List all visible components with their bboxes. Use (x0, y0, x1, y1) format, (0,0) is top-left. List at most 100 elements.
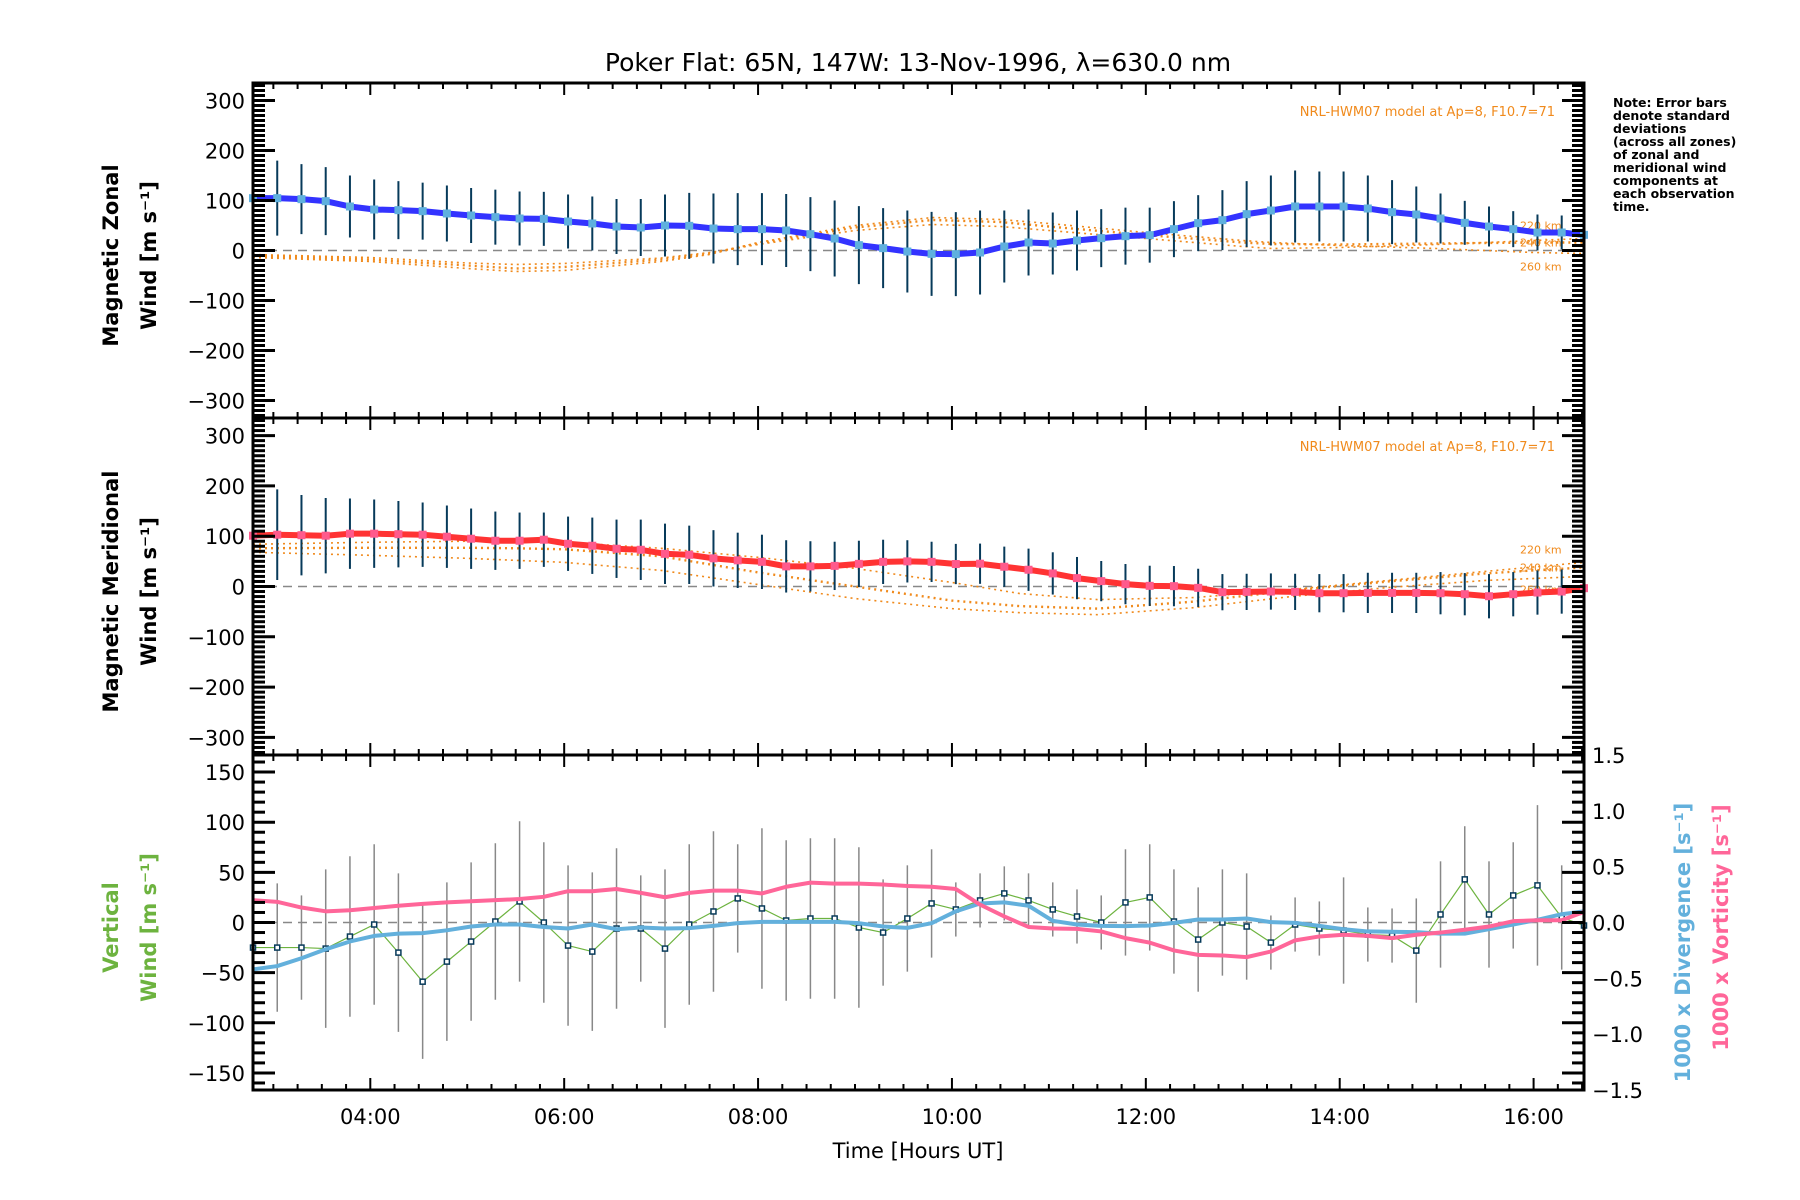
data-point (1243, 923, 1250, 930)
y-tick-label: 300 (205, 425, 245, 449)
y-tick-label: −50 (201, 962, 245, 986)
y-tick-label: −200 (187, 340, 245, 364)
data-point (951, 250, 960, 259)
y-tick-label: 300 (205, 90, 245, 114)
y-tick-label: 50 (218, 861, 245, 885)
data-point (1557, 228, 1566, 237)
data-point (345, 529, 354, 538)
y-tick-label: 200 (205, 140, 245, 164)
data-point (1049, 906, 1057, 913)
y2-tick-label: 0.0 (1592, 912, 1625, 936)
data-point (1242, 210, 1251, 219)
data-point (757, 557, 766, 566)
y-tick-label: 100 (205, 811, 245, 835)
data-point (854, 241, 863, 250)
data-point (346, 933, 354, 940)
data-point (443, 958, 451, 965)
data-point (1533, 588, 1542, 597)
data-point (467, 534, 476, 543)
data-point (709, 224, 718, 233)
data-point (830, 234, 839, 243)
y2-tick-label: 1.0 (1592, 800, 1625, 824)
data-point (1001, 890, 1008, 897)
data-point (1169, 225, 1178, 234)
y2-tick-label: 0.5 (1592, 856, 1625, 880)
data-point (1024, 238, 1033, 247)
data-point (1436, 214, 1445, 223)
y-tick-label: −100 (187, 1012, 245, 1036)
data-point (1412, 210, 1421, 219)
data-point (1072, 574, 1081, 583)
data-point (442, 532, 451, 541)
data-point (1363, 588, 1372, 597)
y-axis-label: Vertical (99, 882, 123, 973)
data-point (1534, 882, 1541, 889)
data-point (1218, 216, 1227, 225)
data-point (1097, 234, 1106, 243)
data-point (564, 217, 573, 226)
note-line: deviations (1613, 121, 1686, 136)
data-point (1000, 562, 1009, 571)
y2-tick-label: −1.0 (1592, 1023, 1643, 1047)
data-point (1388, 588, 1397, 597)
data-point (879, 244, 888, 253)
data-point (685, 221, 694, 230)
data-point (1024, 565, 1033, 574)
data-point (589, 948, 596, 955)
data-point (394, 530, 403, 539)
x-tick-label: 08:00 (728, 1105, 789, 1129)
data-point (806, 562, 815, 571)
data-point (1097, 577, 1106, 586)
data-point (927, 249, 936, 258)
data-point (1048, 569, 1057, 578)
data-point (491, 213, 500, 222)
x-axis-label: Time [Hours UT] (832, 1139, 1004, 1163)
data-point (1460, 218, 1469, 227)
panel-vertical: 150 100 50 0 −50 −100 −150 1.5 1.0 0.5 0.0 −0.5 −1.0… (99, 744, 1733, 1103)
data-point (1315, 202, 1324, 211)
data-point (395, 949, 402, 956)
note-line: Note: Error bars (1613, 95, 1727, 110)
data-point (660, 549, 669, 558)
data-point (467, 211, 476, 220)
data-point (734, 895, 741, 902)
data-point (1339, 589, 1348, 598)
data-point (1266, 587, 1275, 596)
data-point (1509, 892, 1517, 899)
data-point (612, 222, 621, 231)
data-point (782, 562, 791, 571)
vorticity-axis-label: 1000 x Vorticity [s⁻¹] (1709, 804, 1733, 1050)
y-axis-label: Wind [m s⁻¹] (137, 517, 161, 666)
data-point (370, 205, 379, 214)
note-line: (across all zones) (1613, 134, 1736, 149)
data-point (1557, 587, 1566, 596)
data-point (1267, 939, 1275, 946)
data-point (273, 944, 281, 951)
data-point (467, 938, 475, 945)
series-line-1000-x-vorticity (252, 880, 1585, 960)
data-point (636, 223, 645, 232)
data-point (1194, 936, 1202, 943)
series-line-magnetic-zonal-wind (253, 195, 1585, 258)
y-tick-label: 0 (232, 240, 245, 264)
data-point (321, 531, 330, 540)
data-point (1072, 236, 1081, 245)
data-point (1122, 899, 1129, 906)
data-point (588, 219, 597, 228)
data-point (733, 225, 742, 234)
data-point (710, 908, 717, 915)
data-point (1145, 581, 1154, 590)
note-line: components at (1613, 173, 1718, 188)
data-point (1291, 202, 1300, 211)
x-tick-label: 12:00 (1116, 1105, 1177, 1129)
hwm07-model-240-km (252, 218, 1584, 270)
data-point (273, 530, 282, 539)
data-point (782, 226, 791, 235)
y-axis-label: Magnetic Zonal (99, 164, 123, 346)
note-line: time. (1613, 199, 1650, 214)
data-point (661, 945, 669, 952)
data-point (515, 214, 524, 223)
